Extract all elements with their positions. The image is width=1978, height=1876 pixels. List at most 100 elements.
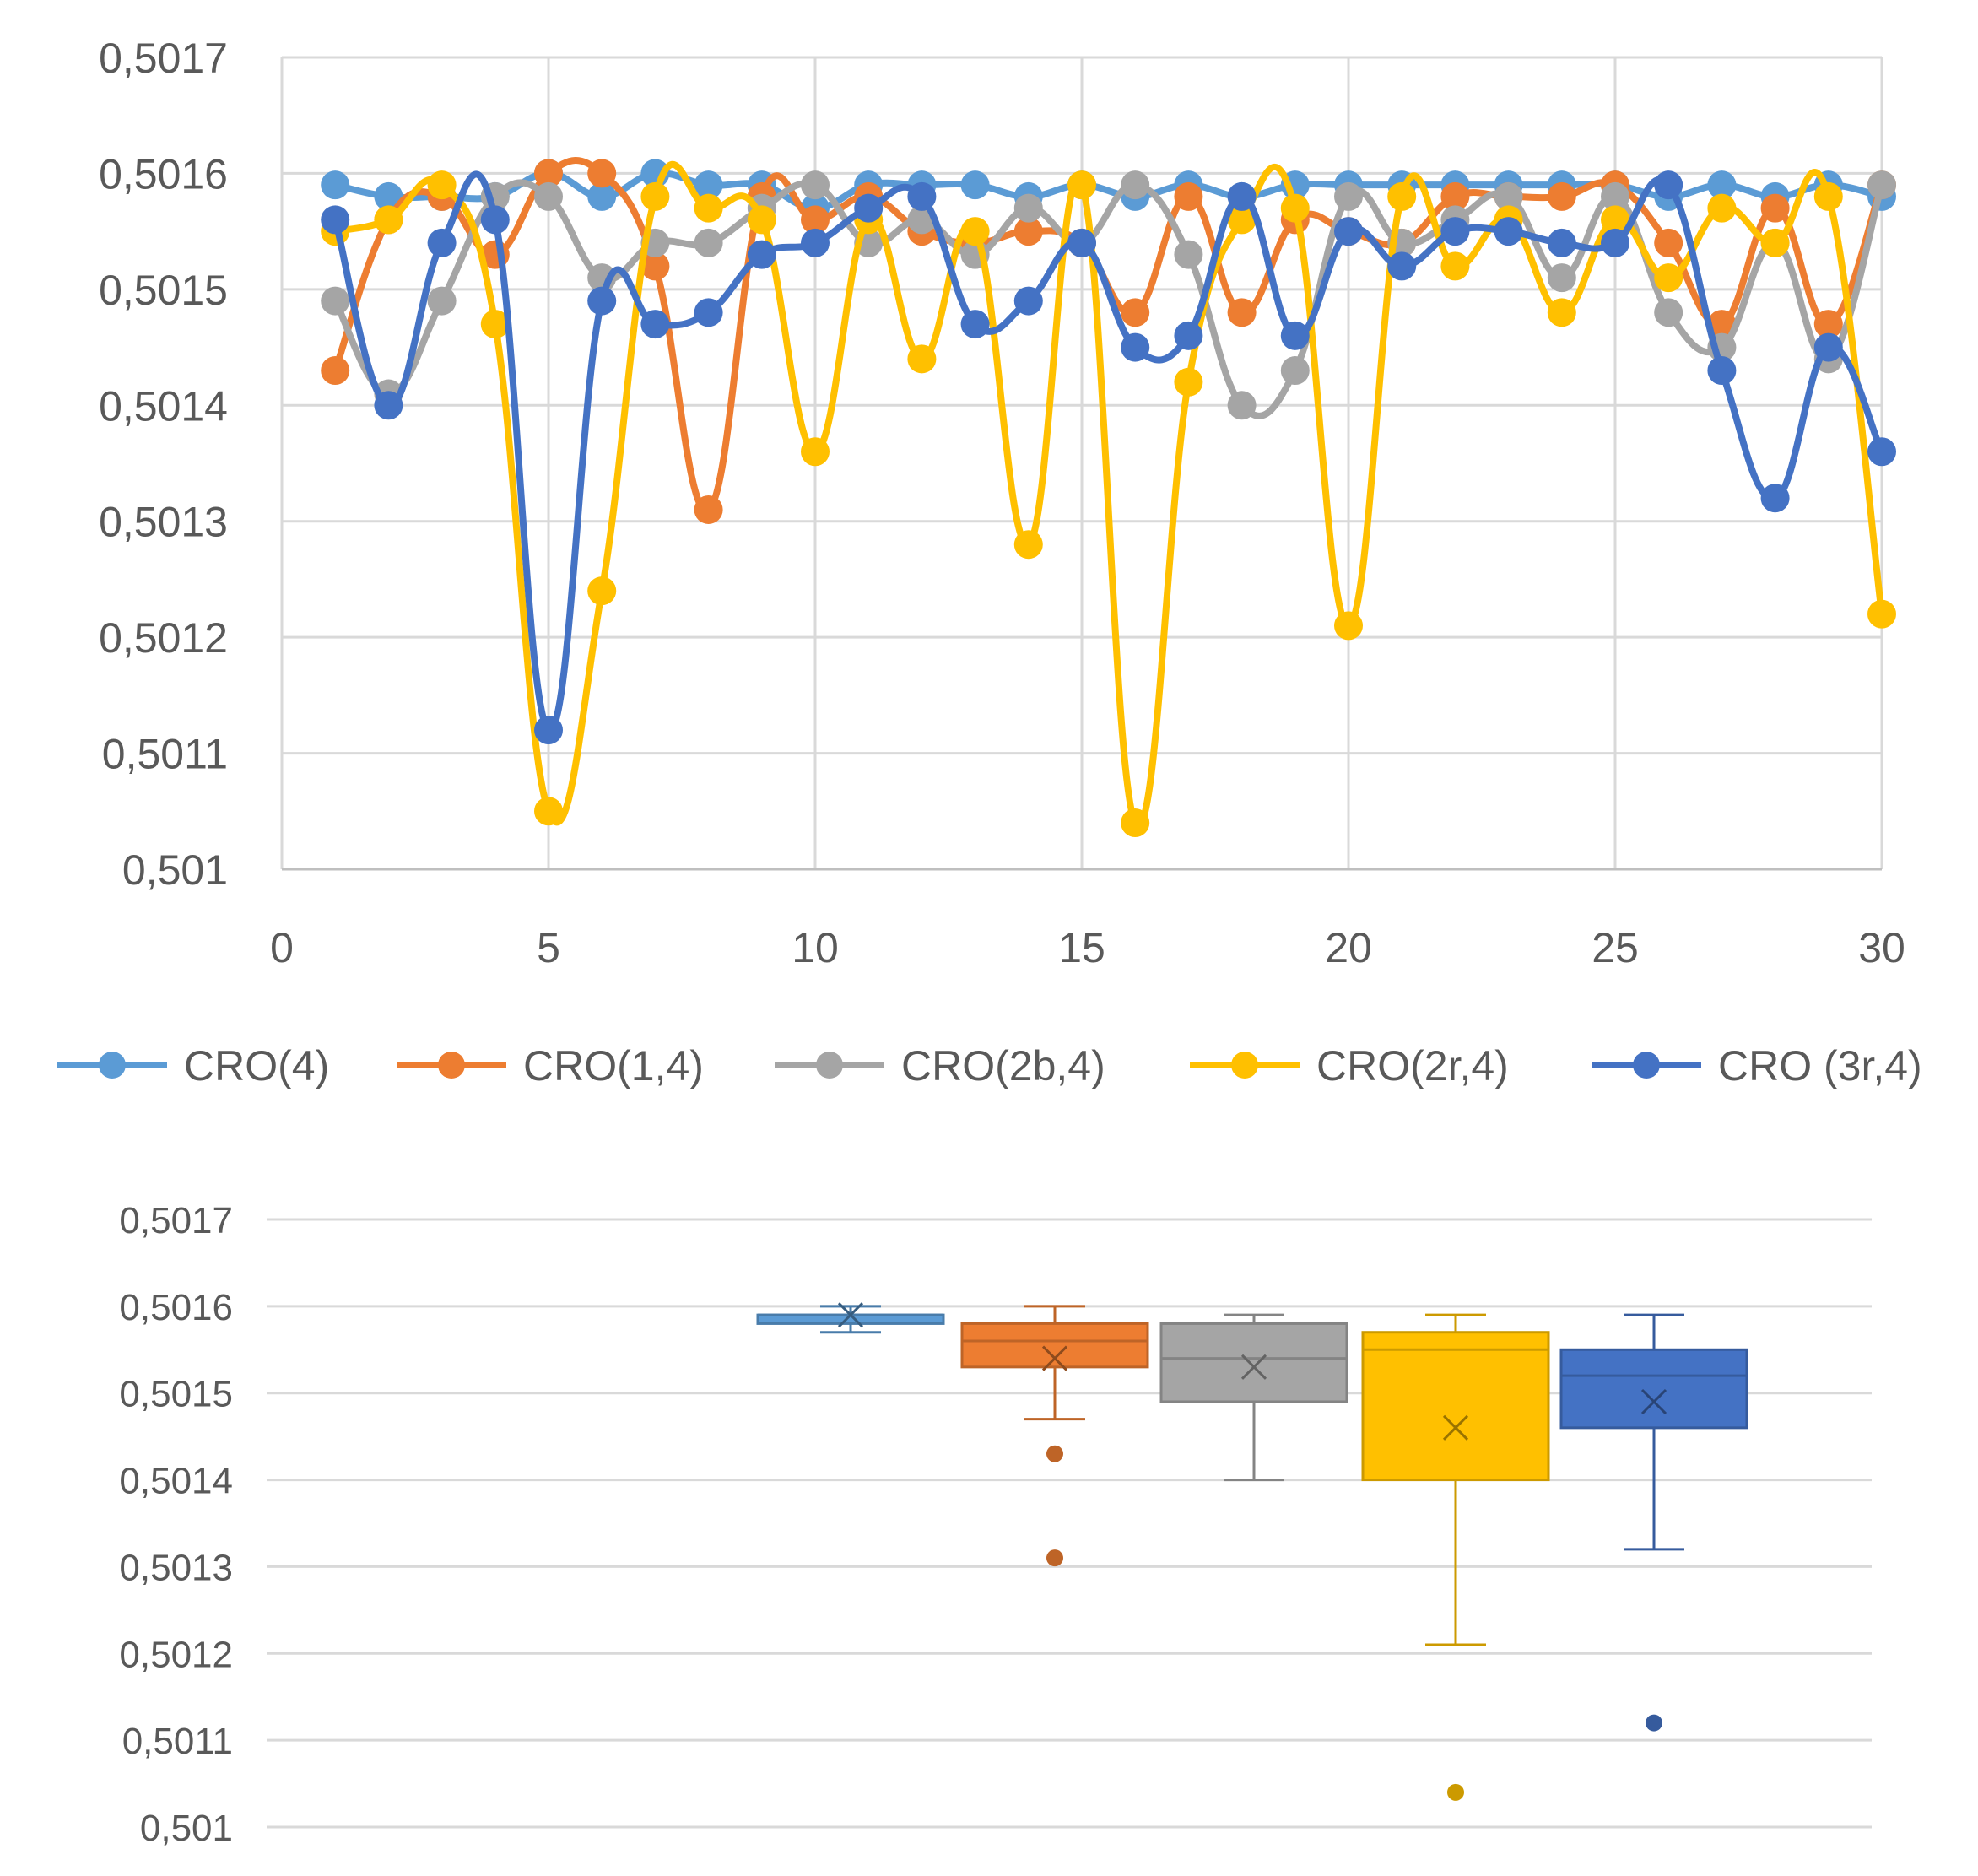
data-point	[1601, 181, 1629, 211]
data-point	[1280, 193, 1310, 223]
data-point	[1013, 530, 1043, 560]
data-point	[1654, 170, 1683, 200]
data-point	[1067, 228, 1096, 257]
data-point	[1601, 228, 1629, 257]
data-point	[1174, 321, 1203, 350]
data-point	[694, 170, 723, 200]
data-point	[321, 356, 350, 386]
y-tick-label: 0,501	[140, 1808, 233, 1849]
legend-swatch-marker	[1633, 1052, 1660, 1079]
y-tick-label: 0,5017	[99, 35, 228, 82]
series-line	[332, 170, 1885, 734]
x-tick-label: 0	[270, 924, 294, 971]
box-iqr	[1361, 1331, 1550, 1482]
data-point	[1387, 181, 1417, 211]
mean-marker	[837, 1302, 864, 1328]
legend-label: CRO(1,4)	[523, 1042, 704, 1089]
box-plot-chart: 0,501 0,5011 0,5012 0,5013 0,5014 0,5015 0,501…	[119, 1200, 1872, 1849]
box-iqr	[1159, 1322, 1348, 1403]
data-point	[1707, 356, 1737, 386]
data-point	[1760, 193, 1790, 223]
data-point	[1867, 170, 1896, 200]
data-point	[1013, 217, 1043, 246]
y-tick-label: 0,5012	[99, 614, 228, 662]
x-tick-label: 20	[1325, 924, 1372, 971]
data-point	[1121, 332, 1150, 362]
data-point	[1067, 170, 1096, 200]
y-tick-label: 0,5015	[99, 267, 228, 314]
data-point	[534, 716, 563, 745]
data-point	[1813, 332, 1843, 362]
data-point	[534, 159, 563, 188]
data-point	[587, 159, 617, 188]
legend-item: CRO(4)	[57, 1042, 329, 1089]
data-point	[694, 298, 723, 327]
data-point	[1813, 310, 1843, 339]
legend-swatch-marker	[438, 1052, 465, 1079]
data-point	[1440, 251, 1470, 281]
y-tick-label: 0,5016	[119, 1287, 233, 1328]
data-point	[321, 170, 350, 200]
legend-item: CRO(2r,4)	[1190, 1042, 1509, 1089]
x-tick-label: 15	[1058, 924, 1105, 971]
box-1	[960, 1305, 1149, 1567]
data-point	[1227, 181, 1257, 211]
data-point	[427, 286, 457, 316]
data-point	[1654, 298, 1683, 327]
data-point	[1760, 228, 1790, 257]
data-point	[747, 205, 776, 235]
y-tick-label: 0,5011	[102, 731, 228, 778]
data-point	[1227, 298, 1257, 327]
data-point	[1121, 298, 1150, 327]
data-point	[1174, 367, 1203, 397]
data-point	[587, 576, 617, 606]
data-point	[640, 310, 670, 339]
data-point	[801, 205, 830, 235]
box-0	[756, 1302, 945, 1334]
data-point	[321, 205, 350, 235]
line-chart-legend: CRO(4) CRO(1,4) CRO(2b,4) CRO(2r,4) CRO (3r,…	[57, 1042, 1922, 1089]
legend-swatch-marker	[99, 1052, 126, 1079]
mean-marker	[1640, 1388, 1667, 1415]
data-point	[1547, 263, 1576, 293]
data-point	[1174, 181, 1203, 211]
y-tick-label: 0,5013	[119, 1547, 233, 1588]
series-line	[334, 160, 1885, 830]
legend-label: CRO(2b,4)	[901, 1042, 1105, 1089]
data-point	[640, 181, 670, 211]
data-point	[534, 181, 563, 211]
y-tick-label: 0,5017	[119, 1200, 233, 1241]
legend-item: CRO(1,4)	[397, 1042, 704, 1089]
data-point	[1654, 228, 1683, 257]
data-point	[1813, 181, 1843, 211]
data-point	[1547, 298, 1576, 327]
box-iqr	[960, 1322, 1149, 1369]
data-point	[1280, 321, 1310, 350]
data-point	[1121, 808, 1150, 838]
legend-item: CRO (3r,4)	[1592, 1042, 1922, 1089]
mean-marker	[1041, 1345, 1068, 1371]
data-point	[1334, 611, 1363, 641]
data-point	[321, 286, 350, 316]
data-point	[1334, 181, 1363, 211]
outlier-point	[1447, 1783, 1464, 1801]
data-point	[1227, 391, 1257, 420]
data-point	[1601, 205, 1629, 235]
data-point	[374, 205, 403, 235]
legend-swatch-marker	[816, 1052, 843, 1079]
data-point	[480, 310, 510, 339]
box-3	[1361, 1313, 1550, 1801]
data-point	[1867, 437, 1896, 467]
series-4	[321, 170, 1896, 745]
outlier-point	[1046, 1445, 1063, 1462]
data-point	[1334, 217, 1363, 246]
data-point	[1440, 181, 1470, 211]
data-point	[1707, 193, 1737, 223]
y-tick-label: 0,5011	[122, 1721, 233, 1762]
legend-label: CRO(4)	[184, 1042, 329, 1089]
data-point	[1707, 170, 1737, 200]
outlier-point	[1046, 1549, 1063, 1567]
data-point	[960, 217, 990, 246]
data-point	[1013, 286, 1043, 316]
